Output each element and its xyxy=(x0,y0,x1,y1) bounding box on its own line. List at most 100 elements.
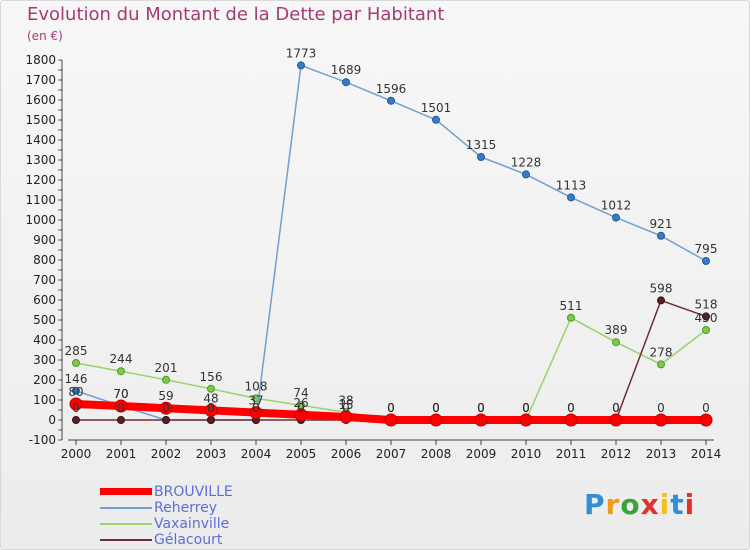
data-label: 0 xyxy=(477,401,485,415)
data-label: 598 xyxy=(650,281,673,295)
data-point xyxy=(519,413,533,427)
data-label: 0 xyxy=(522,401,530,415)
data-label: 0 xyxy=(342,401,350,415)
x-tick-label: 2006 xyxy=(331,447,362,461)
x-tick-label: 2009 xyxy=(466,447,497,461)
data-point xyxy=(249,406,263,420)
data-label: 59 xyxy=(158,389,173,403)
data-point xyxy=(384,413,398,427)
data-label: 0 xyxy=(657,401,665,415)
data-label: 15 xyxy=(338,398,353,412)
data-label: 1689 xyxy=(331,63,362,77)
data-label: 0 xyxy=(522,401,530,415)
data-point xyxy=(72,359,80,367)
y-tick-label: 200 xyxy=(33,373,56,387)
data-label: 0 xyxy=(252,401,260,415)
y-tick-label: 1500 xyxy=(25,113,56,127)
data-point xyxy=(612,213,620,222)
y-tick-label: 1600 xyxy=(25,93,56,107)
data-label: 1596 xyxy=(376,82,407,96)
data-point xyxy=(564,413,578,427)
data-label: 0 xyxy=(387,401,395,415)
x-tick-label: 2010 xyxy=(511,447,542,461)
data-point xyxy=(114,399,128,413)
data-point xyxy=(609,413,623,427)
data-point xyxy=(702,257,710,265)
data-label: 921 xyxy=(650,217,673,231)
legend-label-reherrey: Reherrey xyxy=(154,500,218,516)
data-point xyxy=(72,386,80,395)
data-point xyxy=(204,403,218,417)
y-tick-label: 1800 xyxy=(25,53,56,67)
x-tick-label: 2002 xyxy=(151,447,182,461)
x-tick-label: 2011 xyxy=(556,447,587,461)
data-label: 38 xyxy=(338,393,353,407)
data-label: 1113 xyxy=(556,178,587,192)
data-point xyxy=(657,360,665,369)
data-label: 70 xyxy=(113,387,128,401)
data-label: 278 xyxy=(650,345,673,359)
data-label: 48 xyxy=(203,391,218,405)
data-label: 0 xyxy=(477,401,485,415)
data-point xyxy=(342,78,350,87)
data-label: 450 xyxy=(695,311,718,325)
y-tick-label: 700 xyxy=(33,273,56,287)
data-point xyxy=(207,384,215,393)
data-label: 244 xyxy=(110,352,133,366)
data-point xyxy=(72,416,80,424)
legend-swatch-brouville xyxy=(100,488,152,495)
data-label: 0 xyxy=(702,401,710,415)
data-point xyxy=(612,338,620,347)
x-tick-label: 2008 xyxy=(421,447,452,461)
data-label: 146 xyxy=(65,372,88,386)
data-label: 0 xyxy=(612,401,620,415)
y-tick-label: 1100 xyxy=(25,193,56,207)
y-tick-label: 500 xyxy=(33,313,56,327)
data-label: 201 xyxy=(155,361,178,375)
data-label: 0 xyxy=(117,401,125,415)
x-tick-label: 2013 xyxy=(646,447,677,461)
data-label: 0 xyxy=(567,401,575,415)
data-point xyxy=(117,416,125,424)
y-tick-label: 400 xyxy=(33,333,56,347)
data-point xyxy=(657,296,665,305)
data-label: 0 xyxy=(477,401,485,415)
legend-swatch-reherrey xyxy=(100,507,152,509)
legend-label-vaxainville: Vaxainville xyxy=(154,516,230,532)
data-label: 0 xyxy=(432,401,440,415)
data-point xyxy=(477,153,485,161)
data-label: 0 xyxy=(612,401,620,415)
data-point xyxy=(702,312,710,321)
x-tick-label: 2001 xyxy=(106,447,137,461)
data-point xyxy=(339,410,353,424)
data-point xyxy=(699,413,713,427)
chart-title: Evolution du Montant de la Dette par Hab… xyxy=(27,4,445,25)
data-point xyxy=(432,115,440,124)
data-point xyxy=(162,416,170,424)
data-label: 1501 xyxy=(421,101,452,115)
proxiti-logo: Proxiti xyxy=(584,488,696,521)
data-point xyxy=(294,408,308,422)
x-tick-label: 2014 xyxy=(691,447,722,461)
data-label: 156 xyxy=(200,370,223,384)
data-label: 70 xyxy=(113,387,128,401)
data-label: 1012 xyxy=(601,199,632,213)
data-point xyxy=(567,193,575,202)
y-tick-label: 1400 xyxy=(25,133,56,147)
data-label: 795 xyxy=(695,242,718,256)
data-point xyxy=(522,170,530,179)
data-label: 0 xyxy=(72,401,80,415)
legend-label-gelacourt: Gélacourt xyxy=(154,532,223,548)
data-point xyxy=(567,313,575,322)
y-tick-label: 1700 xyxy=(25,73,56,87)
data-label: 26 xyxy=(293,396,308,410)
data-label: 0 xyxy=(522,401,530,415)
data-label: 0 xyxy=(567,401,575,415)
data-label: 0 xyxy=(387,401,395,415)
data-label: 1773 xyxy=(286,46,317,60)
data-label: 0 xyxy=(207,401,215,415)
data-label: 1315 xyxy=(466,138,497,152)
data-label: 1228 xyxy=(511,155,542,169)
y-tick-label: 600 xyxy=(33,293,56,307)
